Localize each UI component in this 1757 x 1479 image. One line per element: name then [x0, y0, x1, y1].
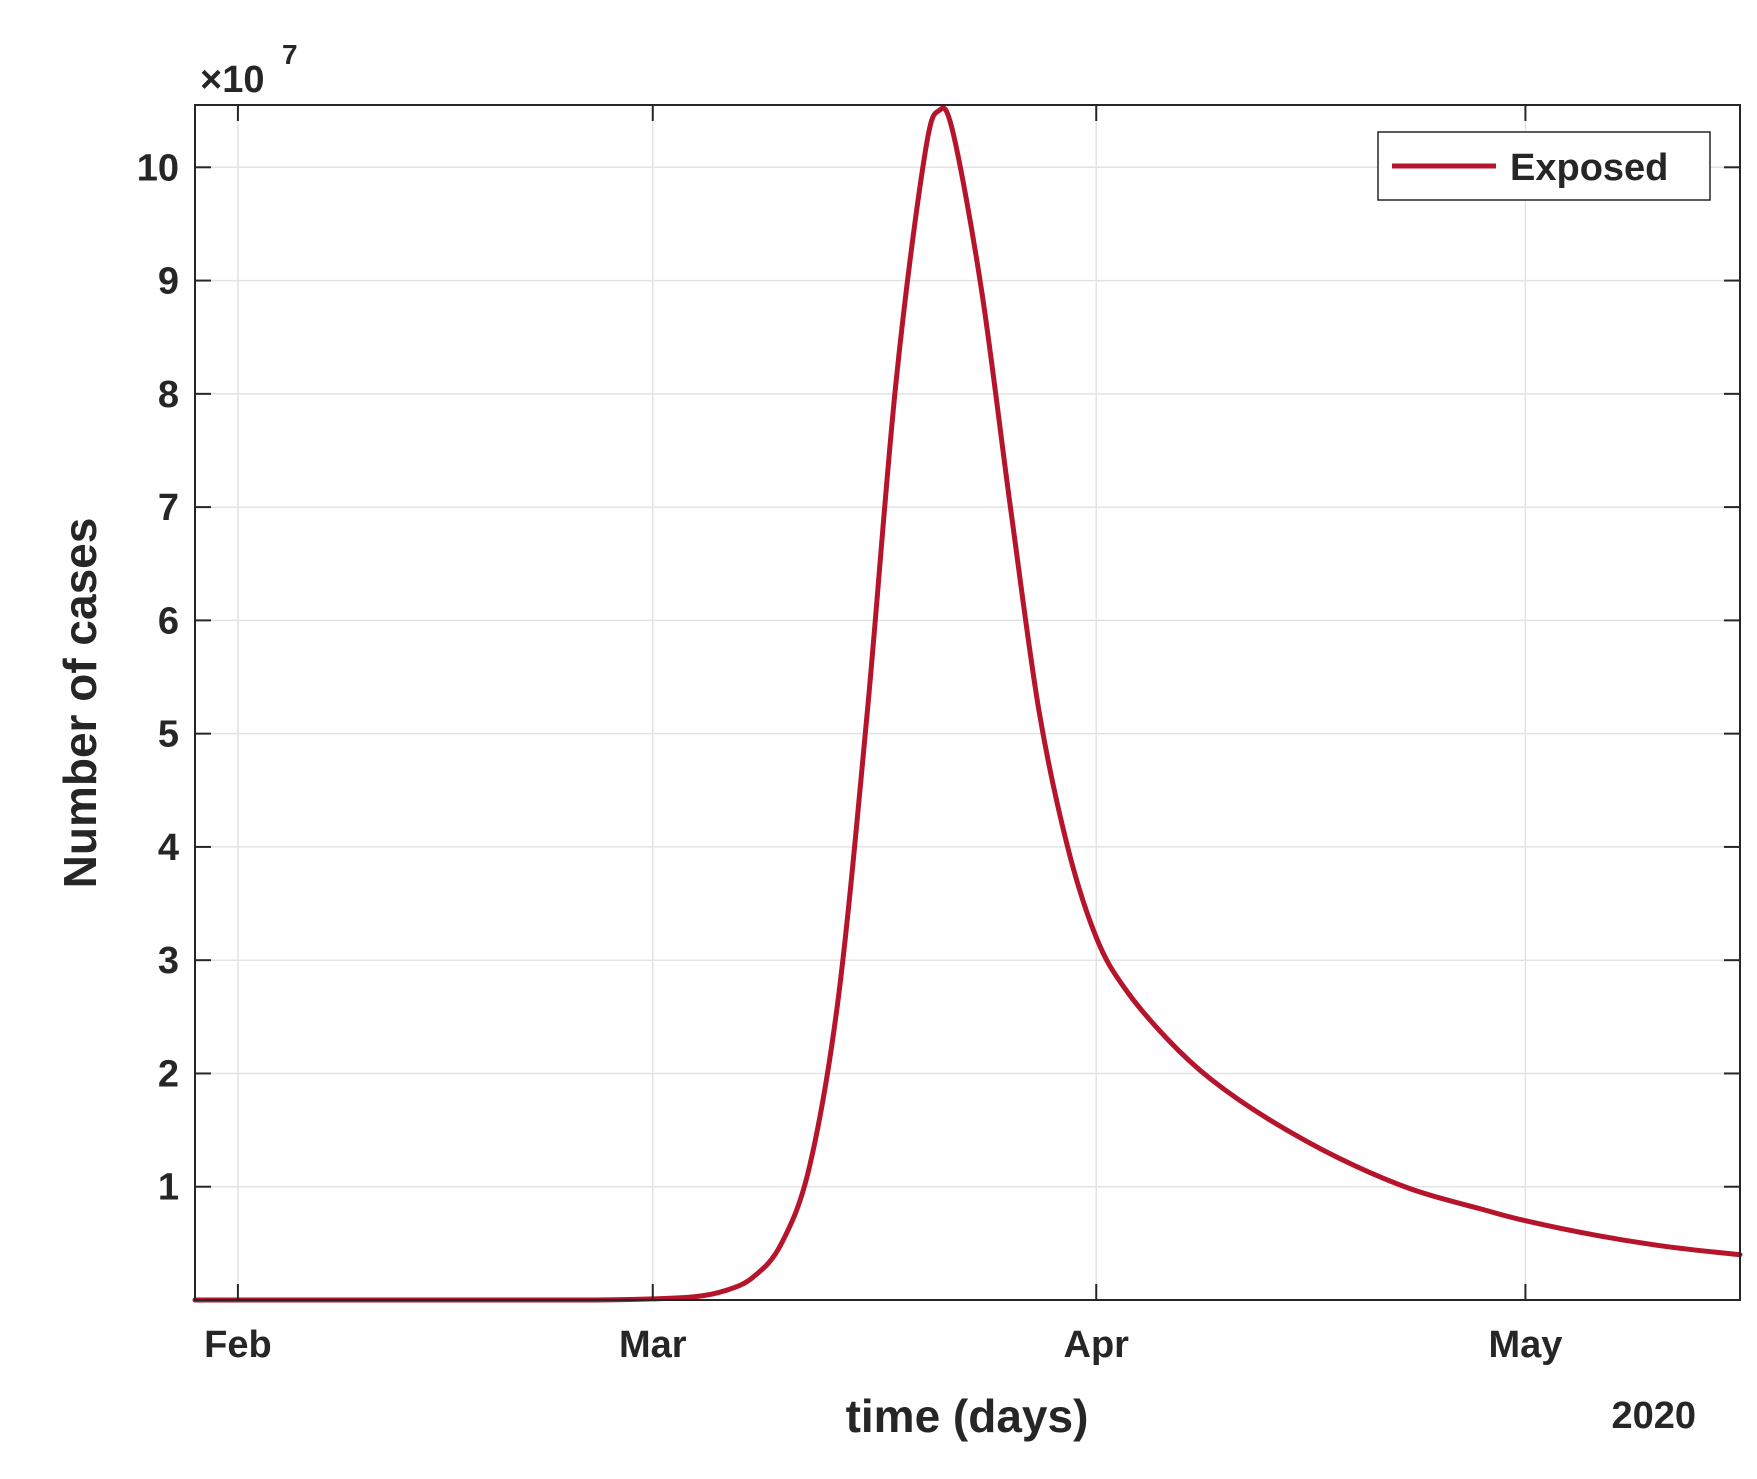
y-multiplier-exponent: 7	[282, 39, 298, 70]
x-tick-label: May	[1488, 1324, 1562, 1366]
series-layer	[192, 105, 1743, 1303]
y-tick-label: 10	[137, 147, 179, 189]
legend: Exposed	[1377, 131, 1711, 201]
x-tick-label: Apr	[1064, 1324, 1130, 1366]
y-tick-label: 7	[158, 487, 179, 529]
x-axis-title: time (days)	[846, 1390, 1089, 1442]
legend-label-exposed: Exposed	[1510, 147, 1668, 189]
y-multiplier-base: ×10	[200, 59, 264, 101]
y-tick-label: 4	[158, 827, 179, 869]
ticks	[195, 105, 1740, 1300]
plot-area	[195, 105, 1740, 1300]
x-tick-label: Feb	[204, 1324, 272, 1366]
x-axis-year-label: 2020	[1611, 1395, 1696, 1437]
y-tick-label: 9	[158, 261, 179, 303]
y-axis-title: Number of cases	[54, 518, 106, 889]
y-tick-label: 6	[158, 600, 179, 642]
y-tick-label: 8	[158, 374, 179, 416]
y-tick-label: 5	[158, 714, 179, 756]
y-tick-label: 3	[158, 940, 179, 982]
series-line-exposed	[192, 105, 1743, 1303]
plot-frame	[194, 104, 1741, 1301]
tick-labels: 1 2 3 4 5 6 7 8 9 10 Feb Mar Apr May	[137, 147, 1563, 1366]
y-tick-label: 2	[158, 1053, 179, 1095]
y-tick-label: 1	[158, 1167, 179, 1209]
x-tick-label: Mar	[619, 1324, 687, 1366]
